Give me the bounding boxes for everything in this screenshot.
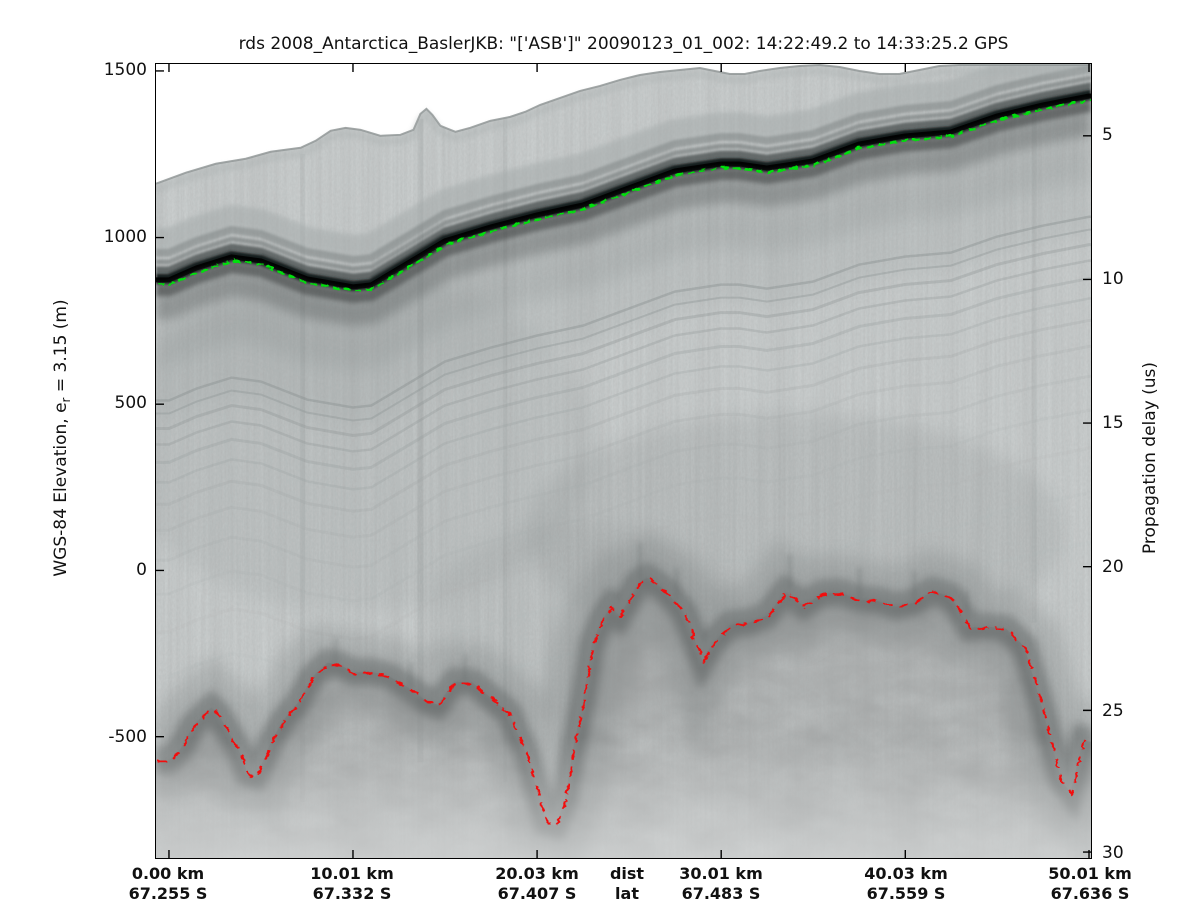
right-ytick-5: 5 [1102, 125, 1113, 145]
xtick-dist-2: 20.03 km [495, 864, 579, 883]
bed-diffraction-tails [333, 542, 969, 689]
left-ytick-0: 0 [136, 560, 147, 580]
right-ytick-25: 25 [1102, 701, 1124, 721]
left-ytick-m500: -500 [108, 727, 147, 747]
xtick-dist-4: 40.03 km [864, 864, 948, 883]
no-data-mask [156, 64, 1091, 184]
plot-area [155, 63, 1092, 859]
xtick-lat-1: 67.332 S [312, 884, 392, 900]
xtick-lat-2: 67.407 S [497, 884, 577, 900]
xtick-lat-0: 67.255 S [128, 884, 208, 900]
right-ytick-10: 10 [1102, 269, 1124, 289]
figure-title: rds 2008_Antarctica_BaslerJKB: "['ASB']"… [238, 34, 1009, 54]
xrow-header-dist: dist [609, 864, 645, 883]
xtick-dist-5: 50.01 km [1048, 864, 1132, 883]
right-ytick-15: 15 [1102, 413, 1124, 433]
xrow-header-lat: lat [615, 884, 639, 900]
xtick-dist-0: 0.00 km [131, 864, 205, 883]
xtick-lat-4: 67.559 S [866, 884, 946, 900]
right-ytick-20: 20 [1102, 557, 1124, 577]
bottom-fade [156, 738, 1091, 858]
right-axis-label: Propagation delay (us) [1140, 361, 1160, 555]
xtick-lat-3: 67.483 S [681, 884, 761, 900]
left-ytick-500: 500 [114, 393, 147, 413]
xtick-dist-1: 10.01 km [310, 864, 394, 883]
left-axis-label-units: = 3.15 (m) [50, 299, 71, 398]
left-axis-label-subscript: r [59, 397, 74, 403]
left-axis-label: WGS-84 Elevation, er = 3.15 (m) [51, 299, 73, 576]
left-axis-label-text: WGS-84 Elevation, e [50, 402, 71, 577]
radargram-canvas [156, 64, 1091, 858]
axis-tick-marks [156, 64, 1091, 858]
left-ytick-1500: 1500 [103, 60, 147, 80]
xtick-lat-5: 67.636 S [1050, 884, 1130, 900]
first-return-edge [156, 64, 1091, 185]
first-return-soft-band [156, 66, 1091, 194]
left-ytick-1000: 1000 [103, 227, 147, 247]
xtick-dist-3: 30.01 km [679, 864, 763, 883]
right-ytick-30: 30 [1102, 843, 1124, 863]
